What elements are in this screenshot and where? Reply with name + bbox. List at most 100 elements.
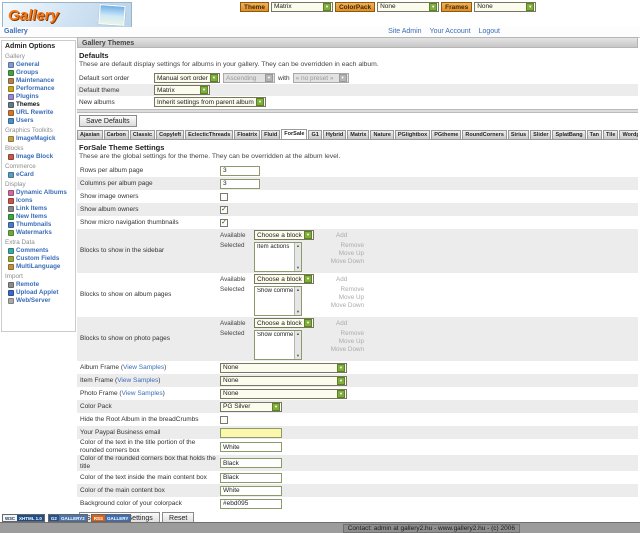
sidebar-item-maintenance[interactable]: Maintenance [8, 77, 74, 84]
tab-roundcorners[interactable]: RoundCorners [462, 130, 507, 139]
scroll-up-icon[interactable]: ▲ [296, 287, 300, 292]
sidebar-item-groups[interactable]: Groups [8, 69, 74, 76]
listbox-option[interactable]: Show comments [257, 332, 293, 338]
show-album-owners-checkbox[interactable]: ✓ [220, 205, 228, 214]
tab-fluid[interactable]: Fluid [261, 130, 281, 139]
save-defaults-button[interactable]: Save Defaults [79, 115, 137, 127]
tab-splatbang[interactable]: SplatBang [552, 130, 586, 139]
move-down-button[interactable]: Move Down [330, 346, 364, 353]
listbox-scrollbar[interactable]: ▲ ▼ [294, 287, 301, 315]
show-micro-navigation-thumbnails-checkbox[interactable]: ✓ [220, 218, 228, 227]
add-button[interactable]: Add [336, 231, 348, 239]
blocks-to-show-on-album-pages-choose-select[interactable]: Choose a block ▼ [254, 274, 314, 284]
sidebar-item-plugins[interactable]: Plugins [8, 93, 74, 100]
tab-floatrix[interactable]: Floatrix [234, 130, 261, 139]
hide-the-root-album-in-the-breadcrumbs-checkbox[interactable] [220, 415, 228, 424]
scroll-down-icon[interactable]: ▼ [296, 353, 300, 358]
sidebar-item-image-block[interactable]: Image Block [8, 153, 74, 160]
tab-pgtheme[interactable]: PGtheme [431, 130, 462, 139]
header-link-logout[interactable]: Logout [478, 28, 500, 35]
theme-select[interactable]: Matrix ▼ [270, 1, 333, 12]
sidebar-item-thumbnails[interactable]: Thumbnails [8, 221, 74, 228]
sidebar-item-imagemagick[interactable]: ImageMagick [8, 135, 74, 142]
move-down-button[interactable]: Move Down [330, 258, 364, 265]
sidebar-item-upload-applet[interactable]: Upload Applet [8, 289, 74, 296]
remove-button[interactable]: Remove [340, 330, 364, 337]
tab-classic[interactable]: Classic [129, 130, 156, 139]
move-up-button[interactable]: Move Up [338, 294, 364, 301]
tab-carbon[interactable]: Carbon [103, 130, 129, 139]
color-pack-select[interactable]: PG Silver ▼ [220, 401, 282, 412]
listbox-option[interactable]: Show comments [257, 288, 293, 294]
badge-xhtml-1-0[interactable]: W3C XHTML 1.0 [2, 514, 45, 522]
badge-gallery[interactable]: RSS GALLERY [90, 514, 132, 522]
view-samples-link[interactable]: View Samples [121, 389, 163, 397]
default-sort-order-select[interactable]: Manual sort order ▼ [154, 73, 220, 83]
breadcrumb[interactable]: Gallery [4, 28, 28, 35]
sidebar-item-ecard[interactable]: eCard [8, 171, 74, 178]
tab-matrix[interactable]: Matrix [347, 130, 370, 139]
sidebar-item-url-rewrite[interactable]: URL Rewrite [8, 109, 74, 116]
scroll-down-icon[interactable]: ▼ [296, 309, 300, 314]
tab-tan[interactable]: Tan [586, 130, 603, 139]
move-up-button[interactable]: Move Up [338, 338, 364, 345]
blocks-to-show-in-the-sidebar-choose-select[interactable]: Choose a block ▼ [254, 230, 314, 240]
scroll-down-icon[interactable]: ▼ [296, 265, 300, 270]
blocks-to-show-on-album-pages-selected-listbox[interactable]: Show comments▲▼ [254, 286, 302, 316]
item-frame-select[interactable]: None ▼ [220, 375, 347, 386]
add-button[interactable]: Add [336, 319, 348, 327]
colorpack-select[interactable]: None ▼ [377, 1, 440, 12]
blocks-to-show-on-photo-pages-selected-listbox[interactable]: Show comments▲ ▼ [254, 330, 302, 360]
gallery-logo[interactable]: Gallery [2, 2, 132, 28]
scroll-up-icon[interactable]: ▲ [296, 243, 300, 248]
tab-slider[interactable]: Slider [530, 130, 552, 139]
tab-copyleft[interactable]: Copyleft [156, 130, 185, 139]
add-button[interactable]: Add [336, 275, 348, 283]
sidebar-item-icons[interactable]: Icons [8, 197, 74, 204]
move-down-button[interactable]: Move Down [330, 302, 364, 309]
album-frame-select[interactable]: None ▼ [220, 362, 347, 373]
sidebar-item-multilanguage[interactable]: MultiLanguage [8, 263, 74, 270]
tab-ajaxian[interactable]: Ajaxian [77, 130, 103, 139]
sidebar-item-performance[interactable]: Performance [8, 85, 74, 92]
sidebar-item-link-items[interactable]: Link Items [8, 205, 74, 212]
sidebar-item-themes[interactable]: Themes [8, 101, 74, 108]
your-paypal-business-email-input[interactable] [220, 427, 282, 438]
background-color-of-your-colorpack-input[interactable] [220, 498, 282, 509]
remove-button[interactable]: Remove [340, 286, 364, 293]
sidebar-item-dynamic-albums[interactable]: Dynamic Albums [8, 189, 74, 196]
sort-preset-select[interactable]: « no preset » ▼ [292, 73, 349, 83]
color-of-the-text-inside-the-main-content-box-input[interactable] [220, 472, 282, 483]
listbox-option[interactable]: Item actions [257, 244, 290, 250]
sidebar-item-comments[interactable]: Comments [8, 247, 74, 254]
color-of-the-rounded-corners-box-that-holds-the-title-input[interactable] [220, 458, 282, 468]
sidebar-item-users[interactable]: Users [8, 117, 74, 124]
scroll-up-icon[interactable]: ▲ [296, 331, 300, 336]
rows-per-album-page-input[interactable] [220, 165, 260, 176]
remove-button[interactable]: Remove [340, 242, 364, 249]
color-of-the-main-content-box-input[interactable] [220, 485, 282, 496]
columns-per-album-page-input[interactable] [220, 178, 260, 189]
tab-nature[interactable]: Nature [370, 130, 394, 139]
tab-eclecticthreads[interactable]: EclecticThreads [185, 130, 234, 139]
view-samples-link[interactable]: View Samples [117, 376, 159, 384]
sidebar-item-custom-fields[interactable]: Custom Fields [8, 255, 74, 262]
sort-direction-select[interactable]: Ascending ▼ [223, 73, 275, 83]
sidebar-item-general[interactable]: General [8, 61, 74, 68]
blocks-to-show-on-photo-pages-choose-select[interactable]: Choose a block ▼ [254, 318, 314, 328]
tab-pglightbox[interactable]: PGlightbox [394, 130, 431, 139]
sidebar-item-web-server[interactable]: Web/Server [8, 297, 74, 304]
blocks-to-show-in-the-sidebar-selected-listbox[interactable]: Item actions ▲ ▼ [254, 242, 302, 272]
tab-sirius[interactable]: Sirius [507, 130, 530, 139]
move-up-button[interactable]: Move Up [338, 250, 364, 257]
header-link-your-account[interactable]: Your Account [429, 28, 471, 35]
tab-hybrid[interactable]: Hybrid [322, 130, 347, 139]
new-albums-select[interactable]: Inherit settings from parent album ▼ [154, 97, 266, 107]
color-of-the-text-in-the-title-portion-of-the-rounded-corners-box-input[interactable] [220, 442, 282, 452]
header-link-site-admin[interactable]: Site Admin [388, 28, 422, 35]
view-samples-link[interactable]: View Samples [123, 363, 165, 371]
photo-frame-select[interactable]: None ▼ [220, 388, 347, 399]
tab-forsale[interactable]: ForSale [281, 129, 308, 139]
show-image-owners-checkbox[interactable] [220, 192, 228, 201]
sidebar-item-new-items[interactable]: New Items [8, 213, 74, 220]
